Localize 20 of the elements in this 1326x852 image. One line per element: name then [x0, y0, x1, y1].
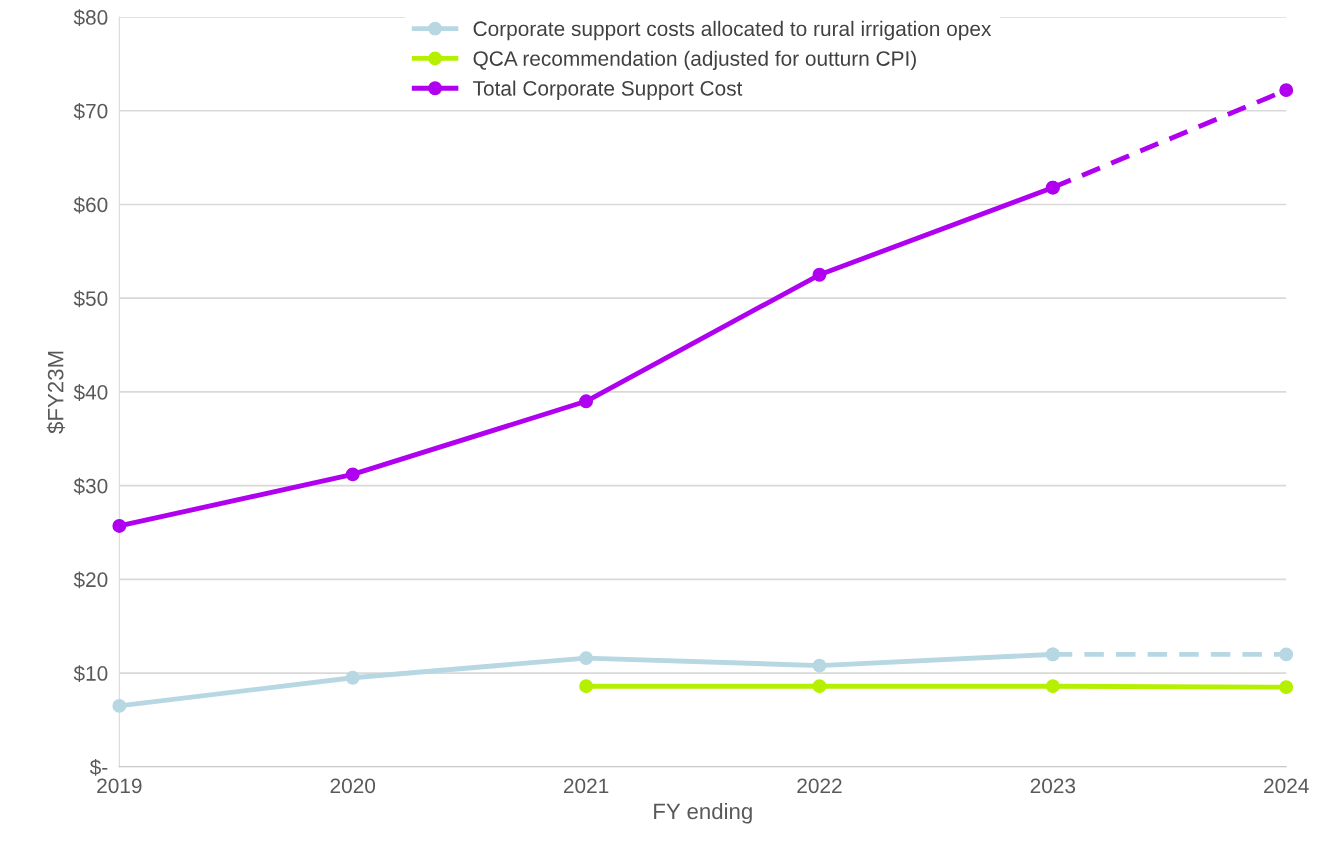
x-tick-label: 2019 — [97, 778, 142, 794]
x-tick-label: 2020 — [330, 778, 376, 794]
y-tick-label: $20 — [73, 571, 108, 589]
y-tick-label: $60 — [73, 196, 108, 214]
legend-label: Total Corporate Support Cost — [473, 80, 743, 100]
y-tick-label: $70 — [73, 102, 108, 120]
x-axis-title: FY ending — [654, 802, 752, 824]
x-tick-label: 2021 — [563, 778, 609, 794]
y-tick-label: $40 — [73, 384, 108, 401]
y-tick-label: $80 — [73, 9, 108, 27]
legend-label: QCA recommendation (adjusted for outturn CPI) — [473, 50, 916, 71]
x-tick-label: 2024 — [1264, 778, 1309, 794]
y-axis-title: $FY23M — [46, 351, 65, 434]
x-tick-label: 2023 — [1030, 778, 1076, 794]
y-tick-label: $50 — [73, 290, 108, 308]
y-tick-label: $30 — [73, 477, 108, 495]
y-tick-label: $10 — [73, 665, 108, 683]
legend-label: Corporate support costs allocated to rural irrigation opex — [473, 20, 992, 41]
y-tick-label: $- — [89, 758, 108, 776]
x-tick-label: 2022 — [797, 778, 842, 794]
